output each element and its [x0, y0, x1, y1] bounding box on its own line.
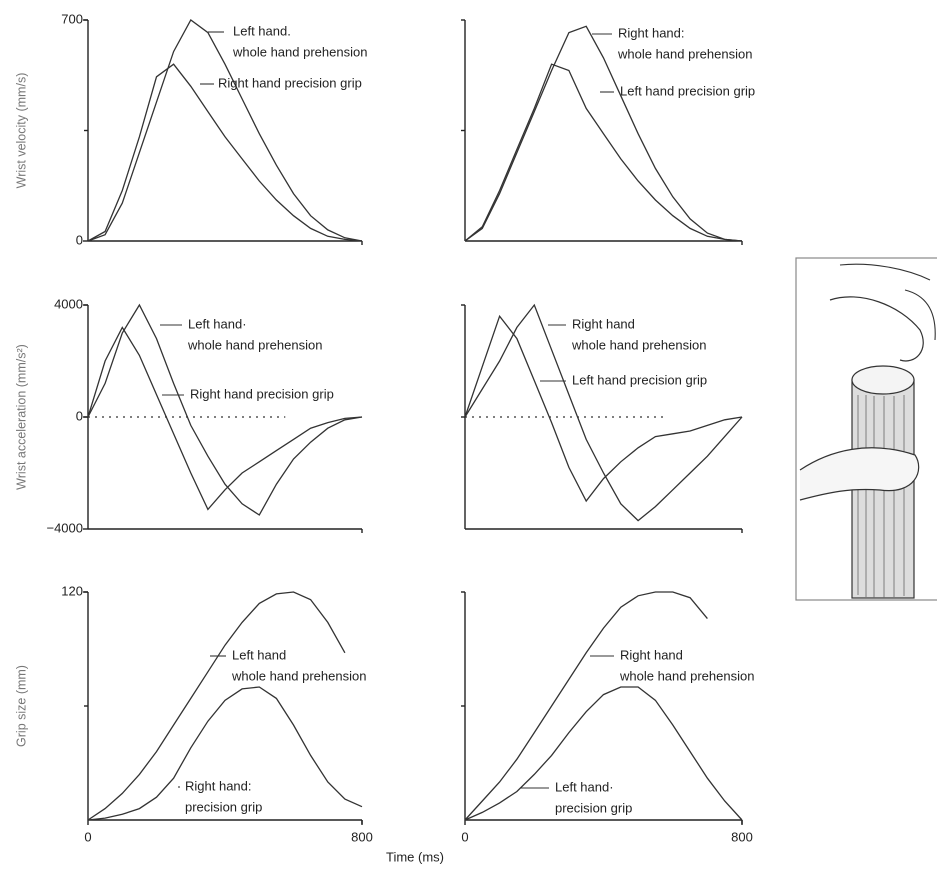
y-tick-label: 0 — [76, 408, 83, 423]
y-axis-label: Wrist velocity (mm/s) — [14, 73, 28, 189]
x-axis-label: Time (ms) — [386, 849, 444, 864]
series-label: whole hand prehension — [571, 337, 706, 352]
figure: 0 700 Wrist velocity (mm/s) Left hand. whole… — [0, 0, 937, 870]
y-axis-label: Wrist acceleration (mm/s²) — [14, 344, 28, 490]
series-label: Right hand — [620, 647, 683, 662]
series-label: Right hand — [572, 316, 635, 331]
y-tick-label: 700 — [61, 11, 83, 26]
series-line — [88, 327, 362, 509]
series-label: Right hand precision grip — [218, 75, 362, 90]
panel: Right hand whole hand prehension Left hand… — [461, 305, 742, 533]
series-label: Right hand: — [618, 25, 685, 40]
y-axis-label: Grip size (mm) — [14, 665, 28, 747]
series-label: Left hand precision grip — [620, 83, 755, 98]
x-tick-label: 800 — [731, 829, 753, 844]
series-label: Left hand. — [233, 23, 291, 38]
y-tick-label: 120 — [61, 583, 83, 598]
panel: Right hand: whole hand prehension Left han… — [461, 20, 755, 245]
series-line — [88, 64, 362, 241]
panel: −4000 0 4000 Wrist acceleration (mm/s²) Left… — [14, 296, 362, 535]
panel: 0 800 Right hand whole hand prehension Left … — [461, 592, 754, 844]
series-label: whole hand prehension — [187, 337, 322, 352]
x-tick-label: 0 — [84, 829, 91, 844]
series-label: whole hand prehension — [232, 44, 367, 59]
x-tick-label: 0 — [461, 829, 468, 844]
series-label: precision grip — [555, 800, 632, 815]
series-label: Right hand: — [185, 778, 252, 793]
panel: 0 700 Wrist velocity (mm/s) Left hand. whole… — [14, 11, 367, 247]
series-label: precision grip — [185, 799, 262, 814]
series-label: Left hand· — [188, 316, 247, 331]
series-label: Right hand precision grip — [190, 386, 334, 401]
panel: 120 0 800 Grip size (mm) Time (ms) Left hand w… — [14, 583, 444, 864]
series-label: Left hand· — [555, 779, 614, 794]
series-label: whole hand prehension — [231, 668, 366, 683]
y-tick-label: 0 — [76, 232, 83, 247]
series-label: whole hand prehension — [617, 46, 752, 61]
y-tick-label: −4000 — [46, 520, 83, 535]
series-label: Left hand — [232, 647, 286, 662]
x-tick-label: 800 — [351, 829, 373, 844]
hand-illustration — [796, 258, 937, 600]
series-label: whole hand prehension — [619, 668, 754, 683]
series-label: Left hand precision grip — [572, 372, 707, 387]
y-tick-label: 4000 — [54, 296, 83, 311]
